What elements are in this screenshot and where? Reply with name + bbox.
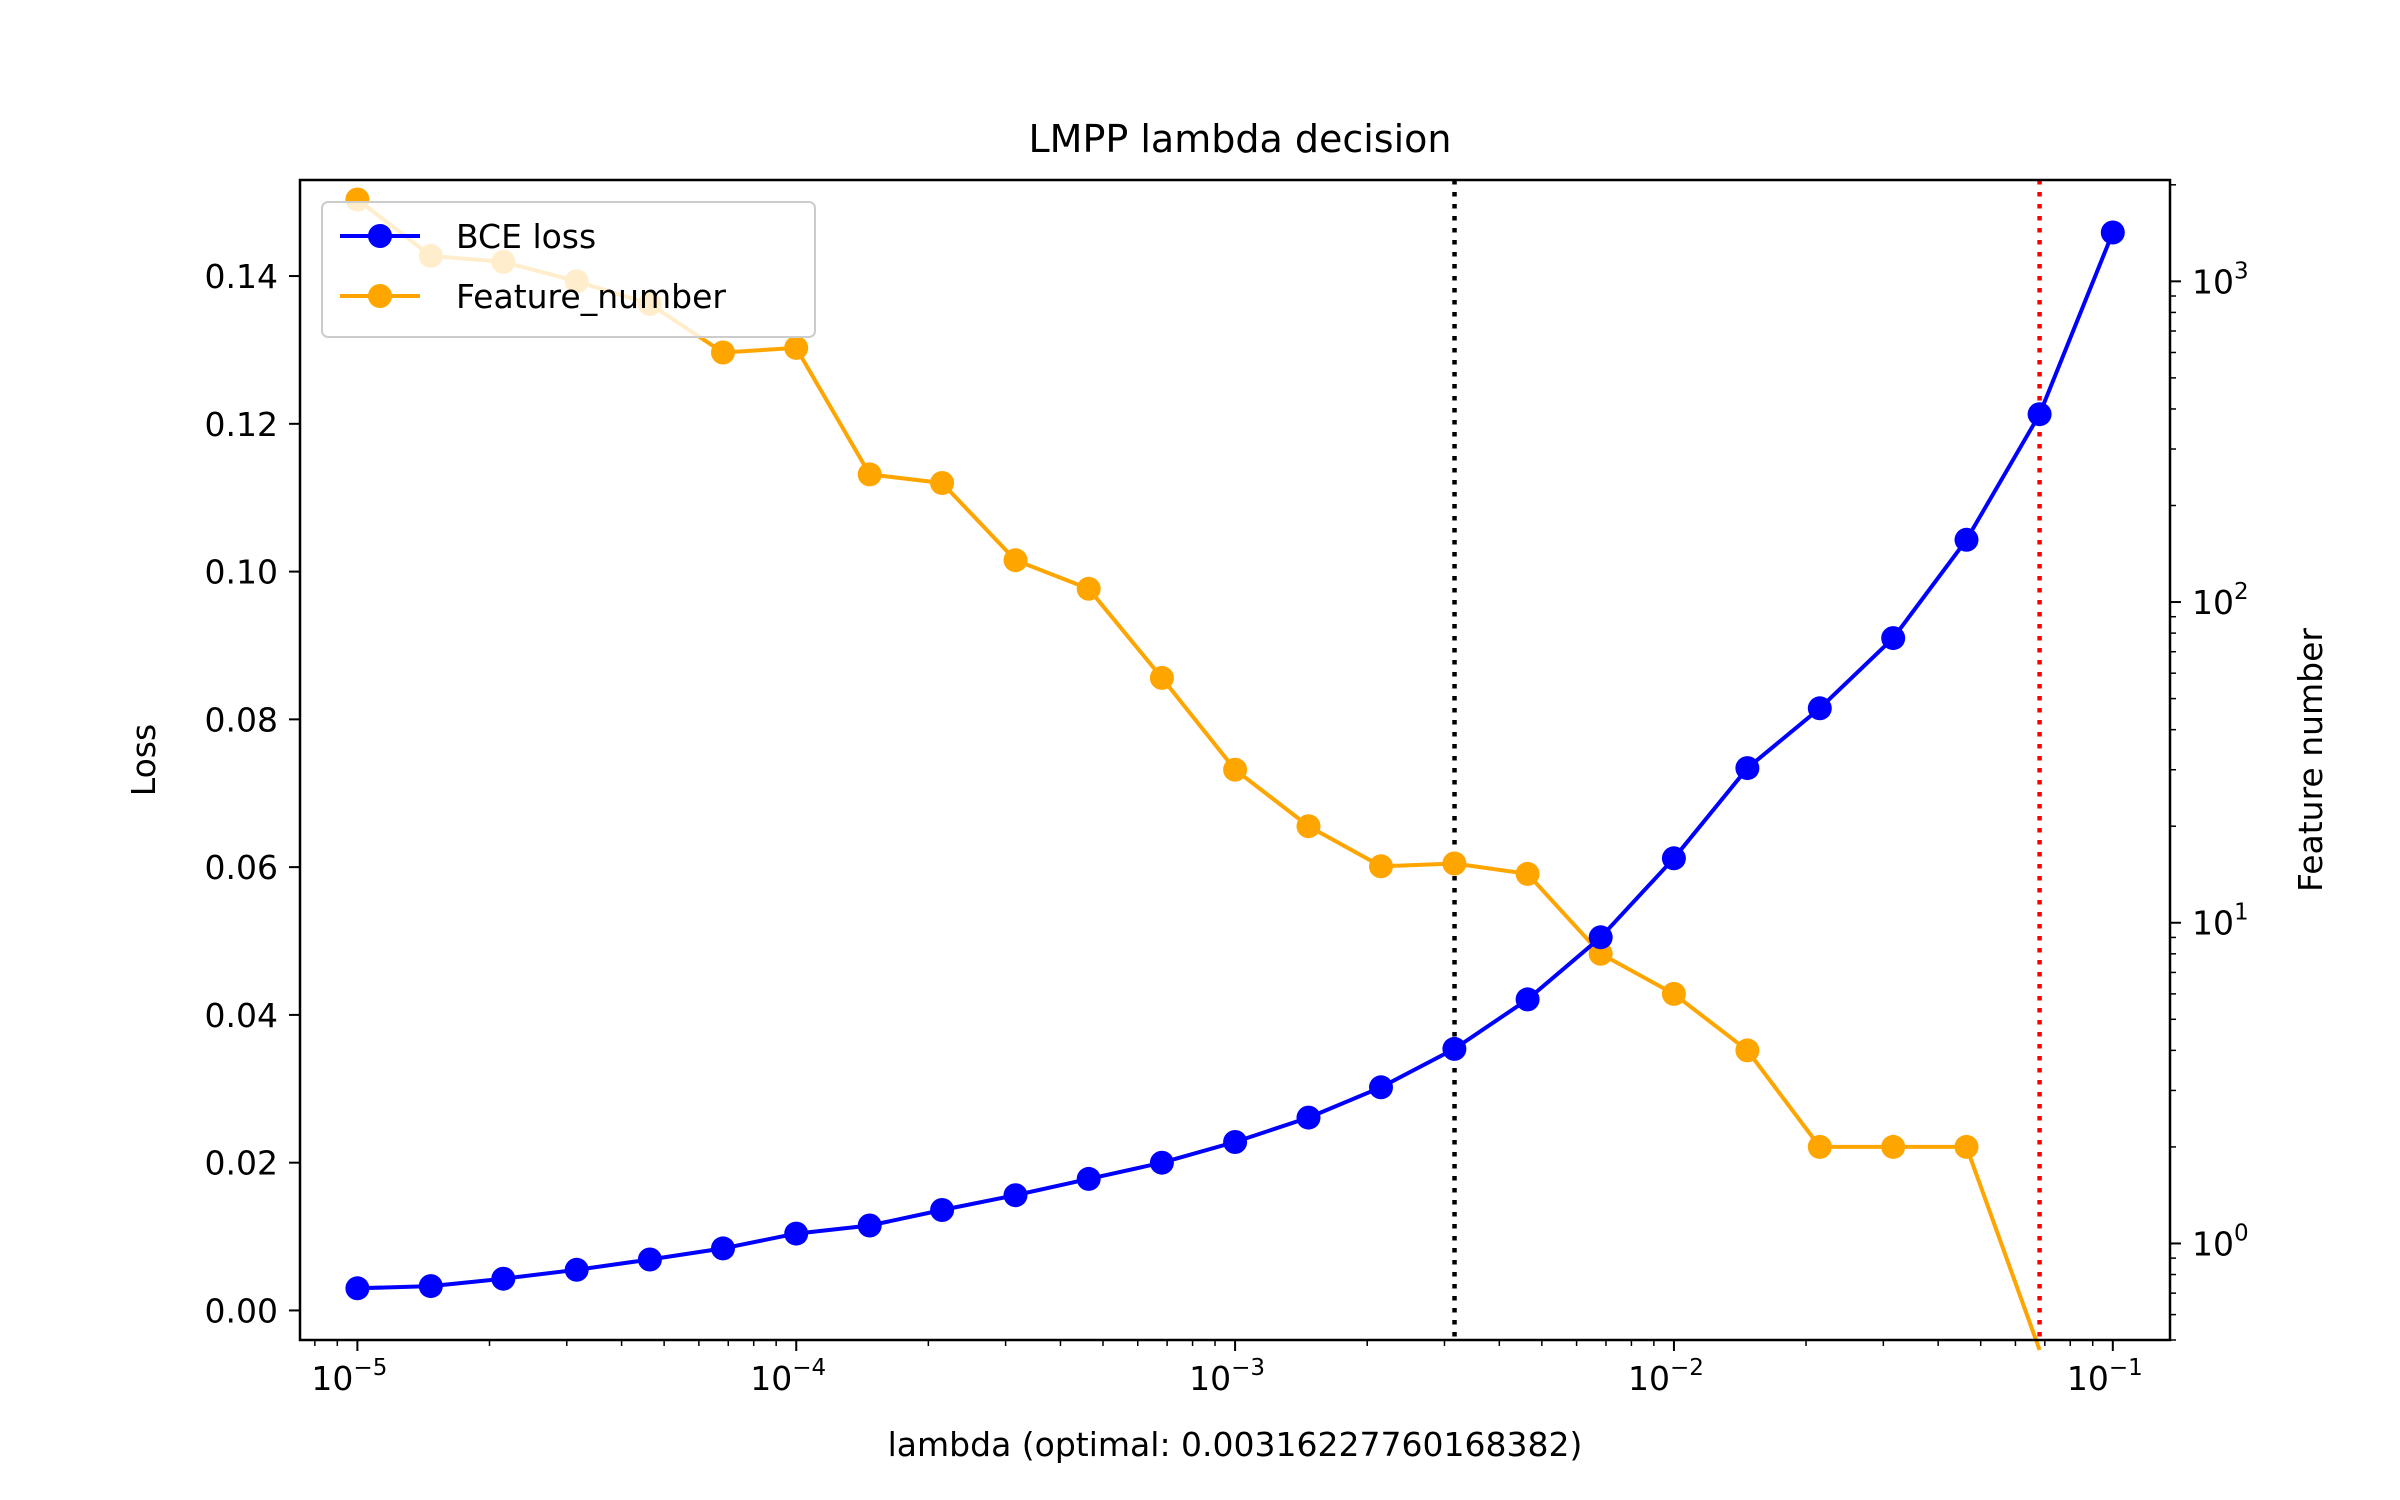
legend-marker-bce-loss	[368, 224, 392, 248]
point-feature-number-9	[1003, 548, 1028, 573]
y-tick-label-1: 0.02	[205, 1144, 278, 1183]
point-bce-loss-19	[1735, 756, 1760, 781]
legend-label-bce-loss: BCE loss	[456, 217, 596, 256]
point-feature-number-15	[1442, 851, 1467, 876]
point-bce-loss-18	[1661, 846, 1686, 871]
point-feature-number-19	[1735, 1038, 1760, 1063]
x-tick-label-3: 10−2	[1628, 1355, 1704, 1398]
chart-title: LMPP lambda decision	[1029, 117, 1452, 161]
series-bce-loss	[345, 220, 2125, 1301]
point-bce-loss-1	[418, 1274, 443, 1299]
x-tick-label-4: 10−1	[2067, 1355, 2143, 1398]
point-feature-number-5	[711, 340, 735, 365]
point-bce-loss-10	[1076, 1166, 1101, 1191]
point-feature-number-17	[1588, 941, 1613, 966]
y2-tick-label-2: 102	[2192, 579, 2249, 622]
point-feature-number-21	[1881, 1134, 1906, 1159]
y-tick-label-4: 0.08	[205, 700, 278, 739]
point-bce-loss-7	[857, 1213, 882, 1238]
point-bce-loss-15	[1442, 1036, 1467, 1061]
point-feature-number-7	[857, 462, 882, 487]
point-bce-loss-3	[564, 1257, 589, 1282]
y-tick-label-7: 0.14	[205, 257, 278, 296]
point-bce-loss-13	[1296, 1105, 1321, 1130]
legend-label-feature-number: Feature_number	[456, 277, 726, 316]
legend-box	[321, 201, 816, 338]
point-bce-loss-16	[1515, 987, 1540, 1012]
point-feature-number-20	[1807, 1134, 1832, 1159]
y-tick-label-6: 0.12	[205, 405, 278, 444]
axes-ticks: 0.00 0.02 0.04 0.06 0.08 0.10 0.12 0.14 10−5 10−4…	[205, 184, 2249, 1398]
point-bce-loss-0	[345, 1276, 370, 1301]
y2-tick-label-0: 100	[2192, 1220, 2249, 1263]
y-tick-label-5: 0.10	[205, 553, 278, 592]
point-bce-loss-21	[1881, 626, 1906, 651]
x-tick-label-2: 10−3	[1189, 1355, 1265, 1398]
point-bce-loss-8	[930, 1198, 955, 1222]
legend-marker-feature-number	[368, 284, 392, 308]
point-feature-number-14	[1369, 854, 1393, 879]
y-axis-label: Loss	[124, 724, 163, 796]
point-feature-number-13	[1296, 814, 1321, 839]
y2-tick-label-3: 103	[2192, 258, 2249, 301]
point-bce-loss-12	[1223, 1130, 1248, 1154]
point-feature-number-22	[1954, 1134, 1979, 1159]
point-bce-loss-4	[637, 1247, 662, 1272]
point-bce-loss-14	[1369, 1075, 1393, 1100]
point-feature-number-18	[1661, 981, 1686, 1006]
point-bce-loss-11	[1149, 1150, 1174, 1175]
point-bce-loss-9	[1003, 1183, 1028, 1208]
point-feature-number-6	[784, 335, 809, 360]
y2-axis-label: Feature number	[2291, 628, 2330, 892]
point-feature-number-8	[930, 471, 955, 495]
legend: BCE loss Feature_number	[321, 201, 816, 338]
point-bce-loss-20	[1807, 696, 1832, 721]
point-bce-loss-6	[784, 1221, 809, 1246]
point-bce-loss-17	[1588, 925, 1613, 950]
point-bce-loss-5	[711, 1236, 735, 1261]
x-tick-label-0: 10−5	[311, 1355, 387, 1398]
x-axis-label: lambda (optimal: 0.0031622776016838​2)	[888, 1425, 1583, 1464]
plot-area	[345, 180, 2125, 1351]
point-feature-number-10	[1076, 576, 1101, 601]
y2-tick-label-1: 101	[2192, 900, 2249, 943]
y-tick-label-2: 0.04	[205, 996, 278, 1035]
point-bce-loss-23	[2027, 402, 2052, 427]
point-feature-number-16	[1515, 861, 1540, 886]
point-bce-loss-22	[1954, 527, 1979, 552]
y-tick-label-0: 0.00	[205, 1291, 278, 1330]
x-tick-label-1: 10−4	[750, 1355, 826, 1398]
series-feature-number	[345, 187, 2042, 1351]
y-tick-label-3: 0.06	[205, 848, 278, 887]
point-feature-number-12	[1223, 757, 1248, 782]
point-bce-loss-2	[491, 1266, 516, 1291]
point-feature-number-11	[1149, 665, 1174, 690]
series-line-feature-number	[356, 197, 2042, 1351]
point-bce-loss-24	[2100, 220, 2125, 245]
